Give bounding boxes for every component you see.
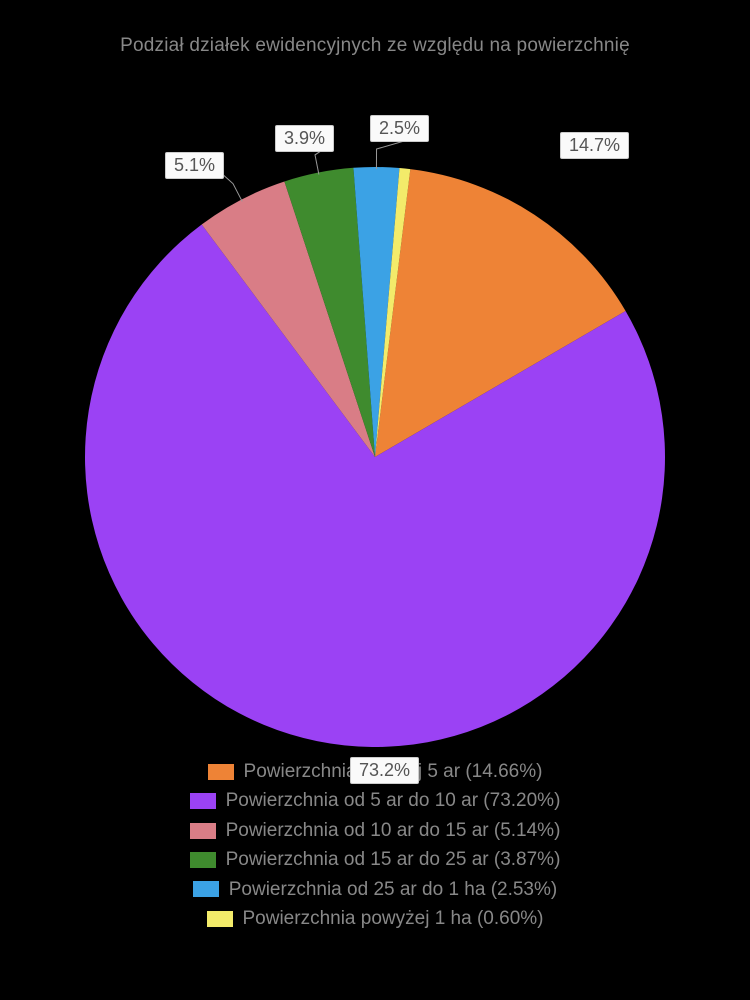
slice-label-2: 5.1%: [165, 152, 224, 179]
slice-label-3: 3.9%: [275, 125, 334, 152]
slice-label-0: 14.7%: [560, 132, 629, 159]
legend-label: Powierzchnia od 25 ar do 1 ha (2.53%): [229, 875, 557, 904]
legend-item-2: Powierzchnia od 10 ar do 15 ar (5.14%): [0, 816, 750, 845]
pie-svg: [0, 57, 750, 807]
legend-swatch: [193, 881, 219, 897]
legend-item-3: Powierzchnia od 15 ar do 25 ar (3.87%): [0, 845, 750, 874]
legend-swatch: [190, 852, 216, 868]
legend-swatch: [190, 823, 216, 839]
legend-label: Powierzchnia od 10 ar do 15 ar (5.14%): [226, 816, 561, 845]
legend-swatch: [207, 911, 233, 927]
legend-item-4: Powierzchnia od 25 ar do 1 ha (2.53%): [0, 875, 750, 904]
legend-item-5: Powierzchnia powyżej 1 ha (0.60%): [0, 904, 750, 933]
pie-chart: 14.7%73.2%5.1%3.9%2.5%: [0, 57, 750, 757]
legend-label: Powierzchnia powyżej 1 ha (0.60%): [243, 904, 544, 933]
slice-label-1: 73.2%: [350, 757, 419, 784]
slice-label-4: 2.5%: [370, 115, 429, 142]
legend-label: Powierzchnia od 15 ar do 25 ar (3.87%): [226, 845, 561, 874]
chart-title: Podział działek ewidencyjnych ze względu…: [0, 0, 750, 57]
